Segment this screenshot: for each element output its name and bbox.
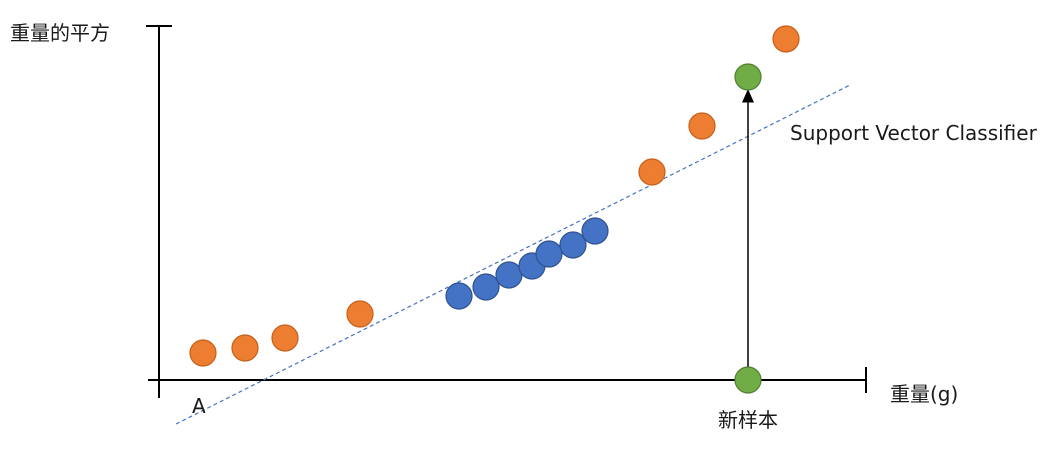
projected-sample-point <box>734 63 762 91</box>
blue-point <box>559 231 587 259</box>
new-sample-point <box>734 366 762 394</box>
new-sample-label: 新样本 <box>718 408 778 432</box>
orange-point <box>189 339 217 367</box>
y-axis-label: 重量的平方 <box>10 21 110 45</box>
blue-points <box>445 217 609 310</box>
blue-point <box>472 273 500 301</box>
orange-point <box>638 158 666 186</box>
orange-points <box>189 25 800 367</box>
orange-point <box>271 324 299 352</box>
orange-point <box>346 300 374 328</box>
orange-point <box>772 25 800 53</box>
blue-point <box>581 217 609 245</box>
origin-label: A <box>192 394 206 418</box>
x-axis-label: 重量(g) <box>890 382 958 406</box>
green-points <box>734 63 762 394</box>
blue-point <box>445 282 473 310</box>
orange-point <box>231 334 259 362</box>
classifier-label: Support Vector Classifier <box>790 121 1038 145</box>
blue-point <box>495 261 523 289</box>
blue-point <box>535 240 563 268</box>
orange-point <box>688 112 716 140</box>
